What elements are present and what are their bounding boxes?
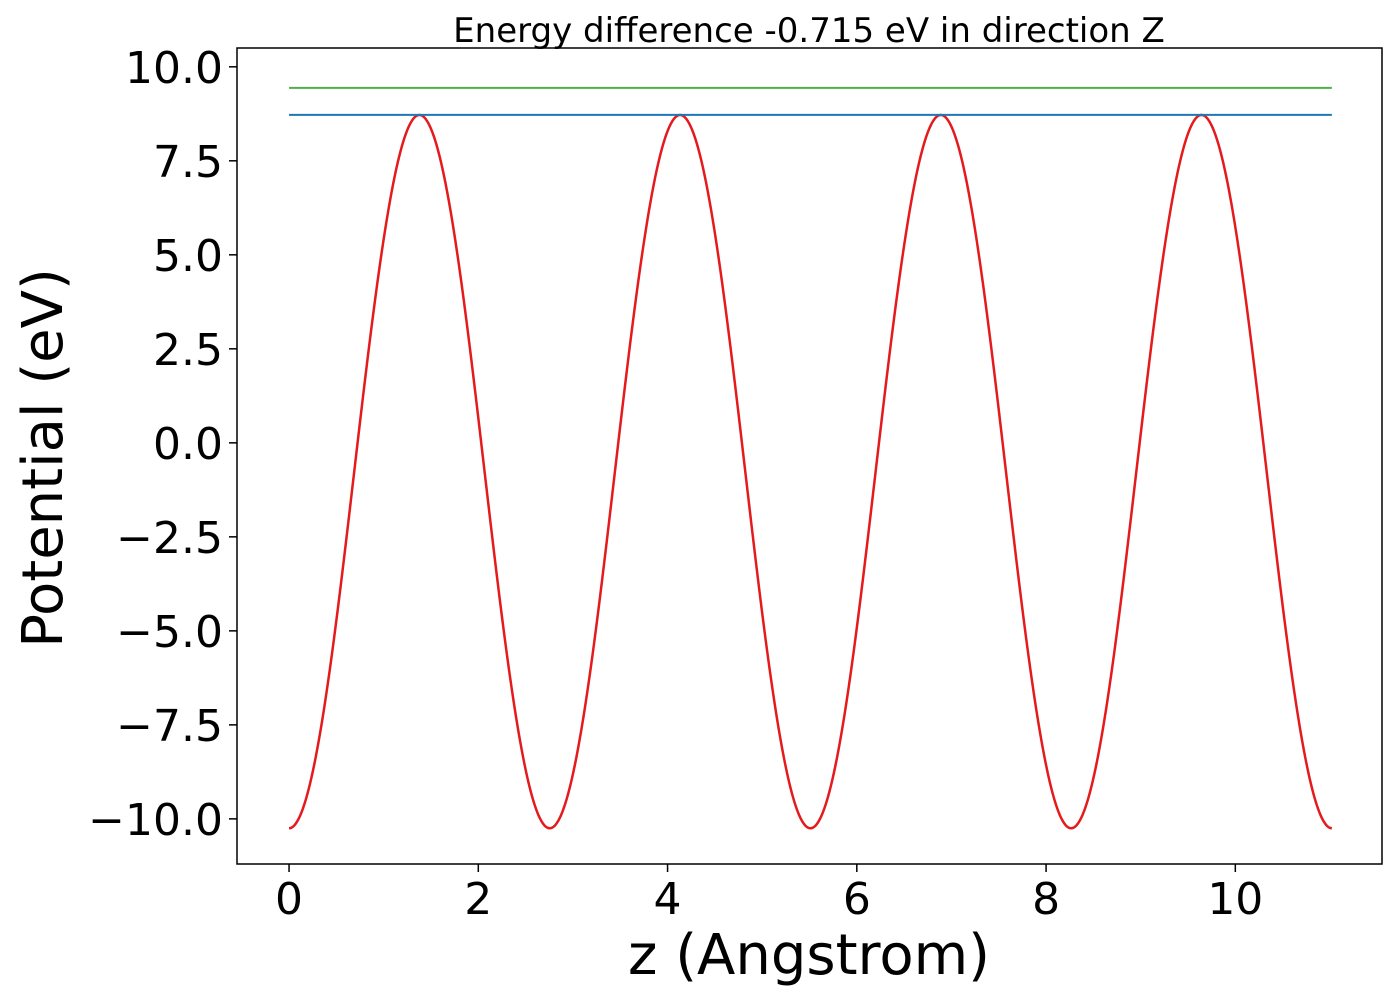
y-tick-label: 7.5 bbox=[153, 137, 223, 188]
x-tick-label: 8 bbox=[1032, 874, 1060, 925]
y-tick-label: −2.5 bbox=[116, 513, 223, 564]
x-tick-label: 10 bbox=[1207, 874, 1263, 925]
y-tick-label: 5.0 bbox=[153, 231, 223, 282]
chart-title: Energy difference -0.715 eV in direction… bbox=[453, 11, 1165, 51]
plot-area bbox=[288, 86, 1332, 830]
x-tick-label: 2 bbox=[464, 874, 492, 925]
y-tick-label: −5.0 bbox=[116, 607, 223, 658]
y-axis-label: Potential (eV) bbox=[11, 268, 76, 648]
y-axis: −10.0 −7.5 −5.0 −2.5 0.0 2.5 5.0 7.5 10.0 bbox=[88, 43, 237, 846]
y-tick-label: 0.0 bbox=[153, 419, 223, 470]
x-axis-label: z (Angstrom) bbox=[628, 923, 990, 988]
y-tick-label: −7.5 bbox=[116, 701, 223, 752]
y-tick-label: 10.0 bbox=[125, 43, 223, 94]
series-line-1 bbox=[288, 113, 1332, 830]
x-tick-label: 4 bbox=[654, 874, 682, 925]
x-tick-label: 6 bbox=[843, 874, 871, 925]
x-tick-label: 0 bbox=[275, 874, 303, 925]
y-tick-label: 2.5 bbox=[153, 325, 223, 376]
x-axis: 0 2 4 6 8 10 bbox=[275, 864, 1263, 925]
y-tick-label: −10.0 bbox=[88, 795, 223, 846]
plot-frame bbox=[236, 47, 1383, 865]
